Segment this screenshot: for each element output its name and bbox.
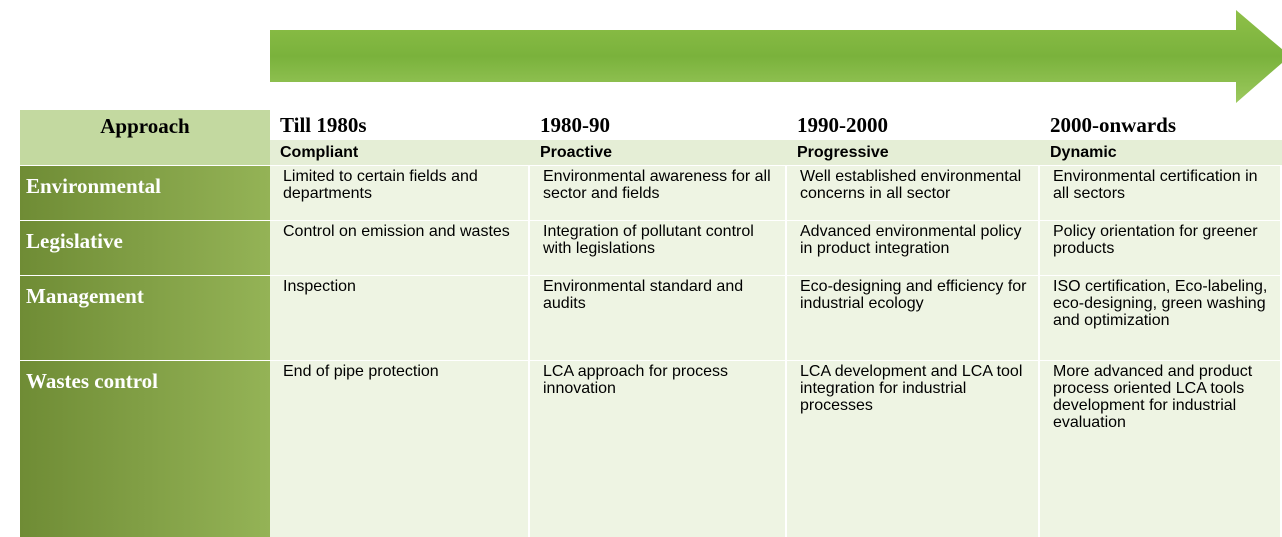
row-label: Legislative (20, 221, 270, 275)
table-cell: Eco-designing and efficiency for industr… (787, 276, 1038, 360)
subheader-band (270, 140, 1282, 165)
row-label: Wastes control (20, 361, 270, 537)
table-cell: Control on emission and wastes (270, 221, 528, 275)
table-cell: Environmental awareness for all sector a… (530, 166, 785, 220)
approach-name: Proactive (540, 144, 613, 161)
table-cell: More advanced and product process orient… (1040, 361, 1280, 537)
table-cell: LCA approach for process innovation (530, 361, 785, 537)
table-cell: Environmental certification in all secto… (1040, 166, 1280, 220)
table-cell: Well established environmental concerns … (787, 166, 1038, 220)
table-cell: ISO certification, Eco-labeling, eco-des… (1040, 276, 1280, 360)
table-cell: Limited to certain fields and department… (270, 166, 528, 220)
year-header: 1980-90 (540, 113, 610, 137)
table-cell: Integration of pollutant control with le… (530, 221, 785, 275)
table-cell: Policy orientation for greener products (1040, 221, 1280, 275)
row-label: Environmental (20, 166, 270, 220)
row-label: Management (20, 276, 270, 360)
year-header: Till 1980s (280, 113, 367, 137)
table-cell: Environmental standard and audits (530, 276, 785, 360)
approach-name: Compliant (280, 144, 359, 161)
table-cell: End of pipe protection (270, 361, 528, 537)
year-header: 1990-2000 (797, 113, 888, 137)
approach-name: Progressive (797, 144, 889, 161)
table-cell: LCA development and LCA tool integration… (787, 361, 1038, 537)
table-cell: Advanced environmental policy in product… (787, 221, 1038, 275)
arrow-shape (270, 10, 1282, 103)
timeline-arrow (270, 10, 1282, 103)
table-cell: Inspection (270, 276, 528, 360)
year-header: 2000-onwards (1050, 113, 1177, 137)
approach-header: Approach (20, 110, 270, 165)
approach-name: Dynamic (1050, 144, 1117, 161)
